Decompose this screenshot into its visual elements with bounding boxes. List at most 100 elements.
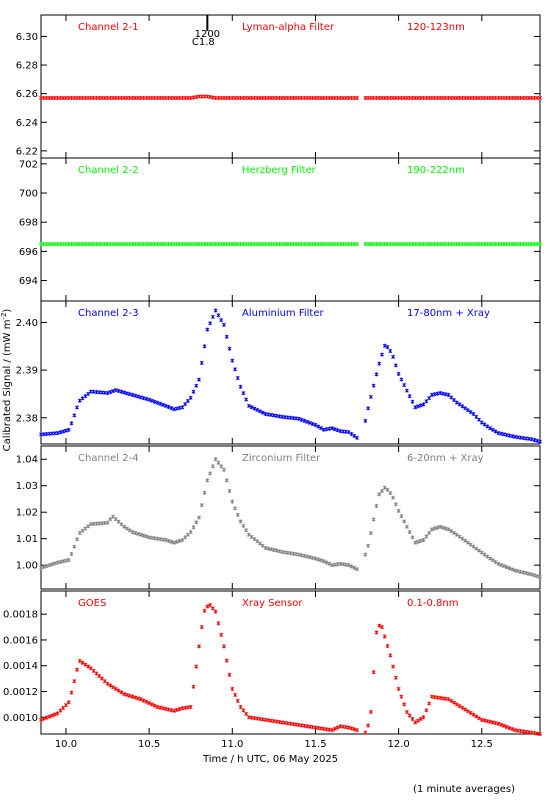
data-point [166, 404, 171, 409]
data-point [490, 558, 495, 563]
panel-1: 6.22 6.24 6.26 6.28 6.30 Channel 2-1 Lyman-alp… [16, 14, 542, 159]
data-point [252, 242, 257, 247]
x-tick-label: 10.5 [138, 739, 160, 750]
data-point [119, 95, 124, 100]
data-point [75, 242, 79, 247]
y-tick-label: 1.01 [16, 534, 38, 545]
data-point [507, 242, 512, 247]
data-point [147, 535, 152, 540]
data-point [477, 242, 481, 247]
data-point [299, 242, 304, 247]
data-point [366, 723, 371, 728]
data-point [363, 552, 368, 557]
plot-frame [40, 300, 541, 445]
data-point [152, 242, 157, 247]
data-point [77, 398, 82, 403]
data-point [283, 720, 287, 725]
data-point [271, 413, 276, 418]
data-point [61, 242, 66, 247]
data-point [39, 95, 43, 100]
data-point [174, 95, 179, 100]
data-point [488, 95, 493, 100]
data-point [457, 242, 462, 247]
data-point [485, 95, 490, 100]
data-point [418, 538, 423, 543]
y-tick-label: 0.0014 [3, 661, 38, 672]
data-point [52, 95, 57, 100]
data-point [471, 95, 476, 100]
data-point [136, 696, 140, 701]
data-point [377, 242, 382, 247]
data-point [396, 686, 401, 691]
data-point [152, 536, 157, 541]
data-point [374, 242, 379, 247]
data-point [222, 242, 226, 247]
data-point [66, 95, 71, 100]
data-point [246, 715, 251, 720]
data-point [380, 352, 384, 357]
data-point [496, 561, 501, 566]
data-point [186, 242, 190, 247]
data-point [180, 95, 185, 100]
filter-label: Herzberg Filter [242, 165, 317, 176]
y-tick-label: 0.0016 [3, 635, 38, 646]
y-axis-label: Calibrated Signal / (mW m-2) [0, 309, 13, 452]
data-point [111, 95, 115, 100]
data-point [161, 95, 165, 100]
data-point [55, 431, 60, 436]
data-point [149, 398, 154, 403]
data-point [116, 688, 121, 693]
data-point [513, 568, 517, 573]
data-point [274, 413, 279, 418]
data-series [39, 308, 542, 444]
data-point [274, 719, 279, 724]
data-point [307, 95, 312, 100]
data-point [233, 692, 237, 697]
data-point [407, 242, 412, 247]
data-point [246, 95, 251, 100]
data-point [499, 431, 504, 436]
data-point [391, 495, 395, 500]
data-point [280, 242, 285, 247]
data-point [385, 95, 390, 100]
data-point [149, 702, 154, 707]
data-point [86, 391, 91, 396]
data-point [252, 716, 257, 721]
data-point [332, 726, 337, 731]
data-point [255, 95, 260, 100]
data-point [50, 713, 55, 718]
data-point [238, 95, 243, 100]
data-point [332, 427, 337, 432]
data-point [405, 524, 409, 529]
data-point [319, 242, 323, 247]
data-point [39, 717, 43, 722]
data-point [335, 428, 340, 433]
data-point [521, 436, 526, 441]
data-point [457, 534, 462, 539]
data-point [213, 242, 218, 247]
y-tick-label: 694 [19, 276, 38, 287]
data-point [285, 242, 290, 247]
x-tick-label: 12.5 [471, 739, 493, 750]
data-point [83, 242, 88, 247]
data-point [152, 95, 157, 100]
plot-frame [40, 14, 541, 159]
data-point [504, 432, 509, 437]
data-point [346, 725, 351, 730]
data-point [446, 527, 451, 532]
data-point [346, 430, 351, 435]
data-point [252, 406, 257, 411]
data-point [405, 242, 409, 247]
data-point [119, 242, 124, 247]
data-point [163, 95, 168, 100]
data-point [424, 242, 429, 247]
data-point [174, 539, 179, 544]
data-point [130, 694, 135, 699]
data-point [429, 694, 434, 699]
data-point [191, 684, 196, 689]
data-point [291, 551, 296, 556]
data-point [163, 538, 168, 543]
data-point [122, 524, 127, 529]
data-point [524, 242, 529, 247]
data-point [94, 242, 99, 247]
